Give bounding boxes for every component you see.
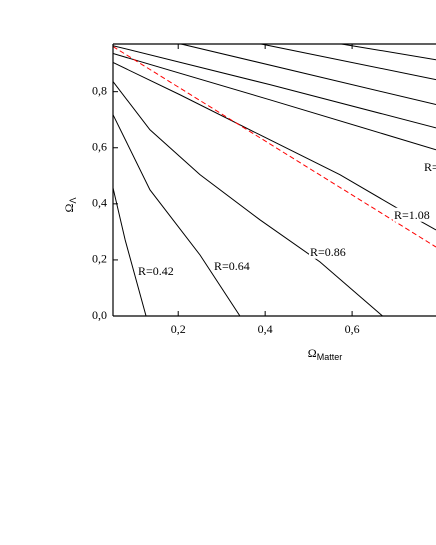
contour-label: R=0.86 [310, 245, 346, 259]
contour-line [113, 53, 436, 151]
contour-line [113, 187, 147, 316]
contour-line [113, 45, 436, 129]
label-background [137, 263, 175, 278]
contour-line [259, 44, 436, 81]
label-background [309, 244, 347, 259]
y-tick-label: 0,0 [92, 308, 107, 322]
y-tick-label: 0,8 [92, 83, 107, 97]
contour-line [113, 81, 383, 316]
y-tick-label: 0,6 [92, 140, 107, 154]
x-tick-label: 0,4 [258, 322, 273, 336]
y-tick-label: 0,4 [92, 196, 107, 210]
x-label-subscript: Matter [317, 352, 343, 362]
dashed-line [113, 46, 436, 248]
y-label-symbol: Ω [62, 203, 76, 212]
contour-line [179, 44, 436, 106]
x-tick-label: 0,6 [345, 322, 360, 336]
x-tick-label: 0,2 [171, 322, 186, 336]
label-background [213, 258, 251, 273]
contour-label: R=0.42 [138, 264, 174, 278]
label-background [393, 207, 431, 222]
y-tick-label: 0,2 [92, 252, 107, 266]
y-axis-label: ΩΛ [62, 198, 79, 213]
contour-label: R=0.64 [214, 259, 250, 273]
contour-label: R=1.08 [394, 208, 430, 222]
axes [112, 43, 436, 317]
x-label-symbol: Ω [308, 346, 317, 360]
label-background [423, 159, 436, 174]
contour-line [339, 44, 436, 61]
x-axis-label: ΩMatter [308, 346, 342, 363]
y-label-subscript: Λ [68, 198, 78, 204]
contour-line [113, 114, 241, 316]
plot-area: R=0.42 R=0.64 R=0.86 R=1.08 R= [113, 44, 436, 316]
contour-label: R= [424, 160, 436, 174]
